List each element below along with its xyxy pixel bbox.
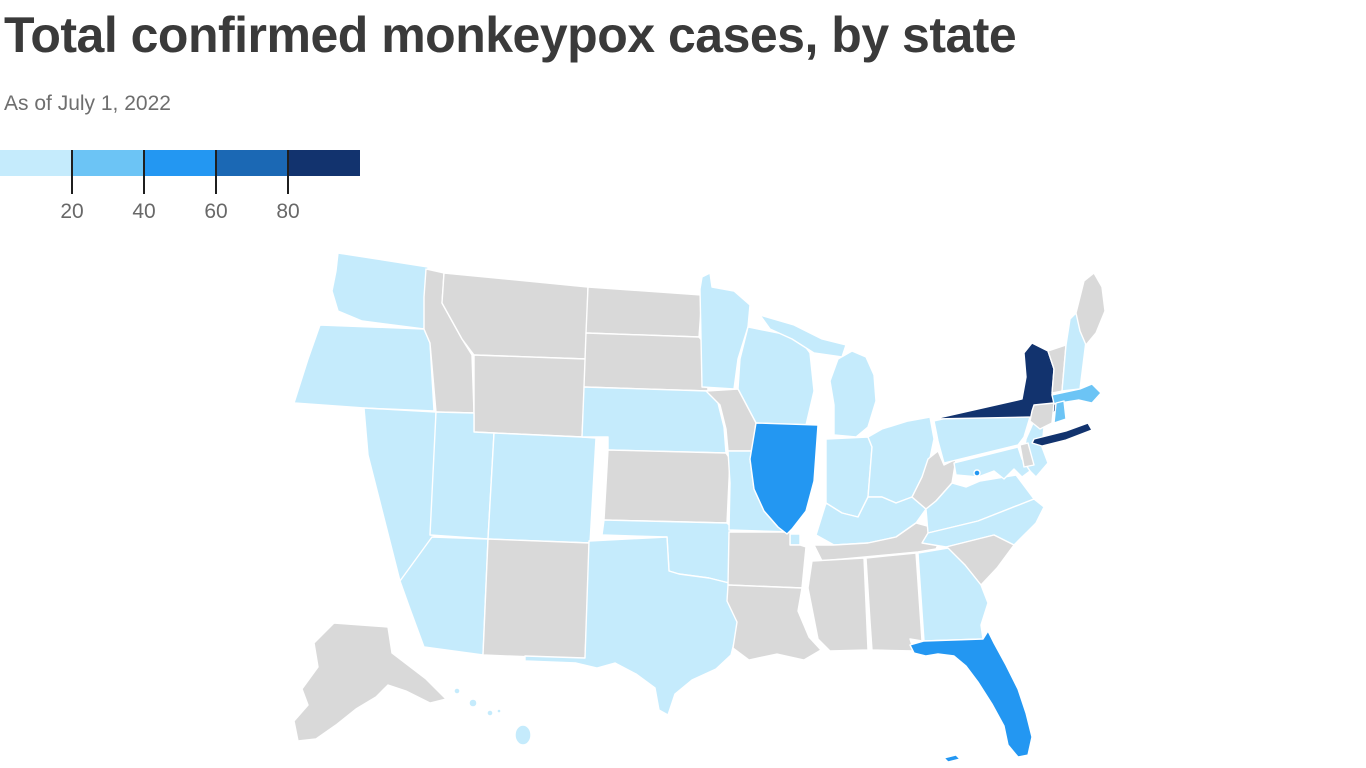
state-vt[interactable] [1047, 344, 1067, 394]
legend-swatch-bin4 [216, 150, 288, 176]
state-mi[interactable] [829, 350, 877, 438]
state-nm[interactable] [482, 538, 591, 660]
state-me[interactable] [1075, 272, 1106, 346]
state-ri[interactable] [1053, 400, 1067, 424]
state-fl[interactable] [909, 630, 1033, 758]
legend-tick-label-60: 60 [204, 200, 228, 223]
legend-tick-label-20: 20 [60, 200, 84, 223]
legend-color-bar [0, 150, 360, 176]
color-legend: 20 40 60 80 [0, 150, 420, 230]
state-tx[interactable] [524, 536, 739, 716]
state-sd[interactable] [583, 332, 709, 392]
state-fl-keys[interactable] [943, 754, 961, 763]
state-md[interactable] [953, 446, 1031, 480]
legend-tick-label-80: 80 [276, 200, 300, 223]
state-ny-long-island[interactable] [1031, 422, 1093, 447]
state-hi-island-3[interactable] [486, 709, 494, 717]
state-mn[interactable] [699, 272, 751, 390]
chart-title: Total confirmed monkeypox cases, by stat… [4, 7, 1017, 63]
legend-swatch-bin2 [72, 150, 144, 176]
legend-swatch-bin3 [144, 150, 216, 176]
state-hi-island-2[interactable] [468, 698, 478, 708]
state-co[interactable] [487, 432, 597, 544]
state-dc[interactable] [973, 469, 981, 477]
state-ms[interactable] [807, 557, 869, 652]
state-il[interactable] [749, 422, 819, 535]
state-hi-island-4[interactable] [496, 708, 502, 714]
state-hi-island-1[interactable] [453, 687, 461, 695]
legend-tick-40 [143, 150, 145, 194]
state-wy[interactable] [473, 354, 587, 438]
legend-swatch-bin5 [288, 150, 360, 176]
legend-tick-20 [71, 150, 73, 194]
legend-tick-60 [215, 150, 217, 194]
state-ct[interactable] [1029, 402, 1055, 430]
state-la[interactable] [726, 584, 822, 661]
state-ks[interactable] [603, 449, 731, 524]
state-ne[interactable] [581, 386, 727, 454]
state-nc[interactable] [921, 498, 1045, 548]
legend-tick-80 [287, 150, 289, 194]
state-ak[interactable] [293, 622, 447, 742]
state-de[interactable] [1019, 442, 1035, 468]
state-or[interactable] [293, 324, 435, 412]
us-choropleth-map [293, 252, 1106, 763]
state-wa[interactable] [331, 252, 429, 330]
chart-subtitle: As of July 1, 2022 [4, 92, 171, 115]
state-hi-big-island[interactable] [514, 724, 532, 746]
legend-swatch-bin1 [0, 150, 72, 176]
state-al[interactable] [865, 552, 923, 652]
state-nd[interactable] [585, 286, 703, 338]
legend-tick-label-40: 40 [132, 200, 156, 223]
